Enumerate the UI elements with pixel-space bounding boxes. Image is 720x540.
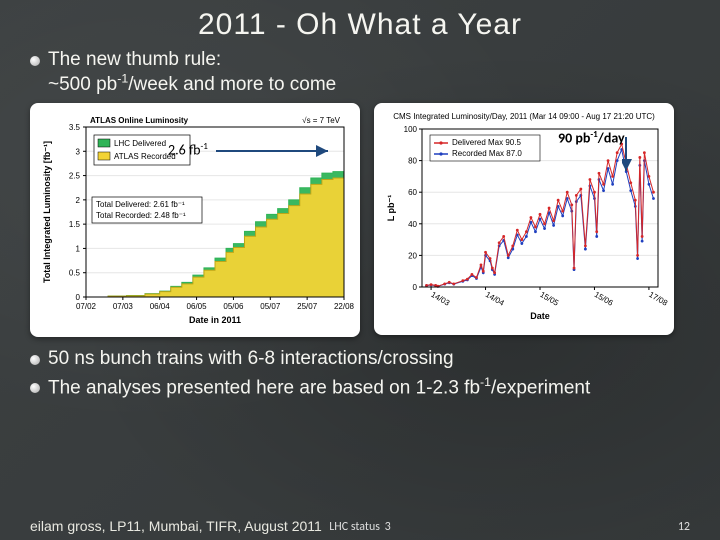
charts-row: 0 0.5 1 1.5 2 2.5 3 3.5 07/02 07/03 06/04 06/05 05/0… [30, 103, 690, 337]
cms-luminosity-chart-card: CMS Integrated Luminosity/Day, 2011 (Mar… [374, 103, 674, 335]
svg-text:20: 20 [408, 251, 417, 260]
svg-text:Total Recorded: 2.48 fb⁻¹: Total Recorded: 2.48 fb⁻¹ [96, 211, 186, 220]
slide: 2011 - Oh What a Year The new thumb rule… [0, 0, 720, 540]
svg-text:LHC Delivered: LHC Delivered [114, 139, 166, 148]
svg-text:0.5: 0.5 [69, 269, 81, 278]
bullet-list-2: 50 ns bunch trains with 6-8 interactions… [30, 347, 690, 400]
svg-text:40: 40 [408, 220, 417, 229]
svg-text:07/02: 07/02 [76, 302, 97, 311]
svg-text:07/03: 07/03 [113, 302, 134, 311]
svg-text:3: 3 [76, 147, 81, 156]
bullet-1-line2: ~500 pb-1/week and more to come [48, 74, 336, 95]
svg-text:1.5: 1.5 [69, 220, 81, 229]
bullet-2: 50 ns bunch trains with 6-8 interactions… [30, 347, 690, 371]
cms-annotation-label: 90 pb-1/day [558, 129, 625, 147]
svg-text:2: 2 [76, 196, 81, 205]
svg-text:2.5: 2.5 [69, 171, 81, 180]
cms-luminosity-chart: CMS Integrated Luminosity/Day, 2011 (Mar… [380, 109, 668, 329]
svg-text:√s = 7 TeV: √s = 7 TeV [302, 116, 340, 125]
svg-text:1: 1 [76, 244, 81, 253]
svg-text:ATLAS Recorded: ATLAS Recorded [114, 152, 176, 161]
svg-text:05/07: 05/07 [260, 302, 281, 311]
atlas-annotation-arrow [214, 143, 334, 159]
bullet-1-line1: The new thumb rule: [48, 49, 221, 70]
svg-text:ATLAS Online Luminosity: ATLAS Online Luminosity [90, 116, 189, 125]
bullet-1: The new thumb rule: ~500 pb-1/week and m… [30, 48, 690, 97]
svg-text:17/08: 17/08 [647, 290, 668, 308]
svg-text:0: 0 [413, 283, 418, 292]
svg-text:100: 100 [404, 125, 418, 134]
svg-text:Total Delivered: 2.61 fb⁻¹: Total Delivered: 2.61 fb⁻¹ [96, 200, 185, 209]
cms-annotation-arrow [622, 131, 670, 179]
svg-text:Total Integrated Luminosity [f: Total Integrated Luminosity [fb⁻¹] [42, 141, 52, 283]
svg-text:Delivered Max 90.5: Delivered Max 90.5 [452, 138, 521, 147]
slide-title: 2011 - Oh What a Year [30, 8, 690, 42]
svg-text:3.5: 3.5 [69, 123, 81, 132]
footer-center-text: LHC status [329, 520, 380, 534]
svg-text:60: 60 [408, 188, 417, 197]
svg-text:15/05: 15/05 [538, 290, 560, 308]
svg-text:14/03: 14/03 [429, 290, 451, 308]
atlas-luminosity-chart-card: 0 0.5 1 1.5 2 2.5 3 3.5 07/02 07/03 06/04 06/05 05/0… [30, 103, 360, 337]
footer-center: LHC status 3 [329, 520, 391, 534]
svg-text:0: 0 [76, 293, 81, 302]
footer-center-sub: 3 [385, 520, 391, 534]
bullet-list: The new thumb rule: ~500 pb-1/week and m… [30, 48, 690, 97]
svg-text:06/04: 06/04 [150, 302, 171, 311]
atlas-luminosity-chart: 0 0.5 1 1.5 2 2.5 3 3.5 07/02 07/03 06/04 06/05 05/0… [36, 109, 354, 331]
atlas-annotation-label: 2.6 fb-1 [168, 141, 208, 159]
slide-number: 12 [678, 520, 690, 534]
svg-text:Date in 2011: Date in 2011 [189, 315, 241, 325]
svg-text:CMS Integrated Luminosity/Day,: CMS Integrated Luminosity/Day, 2011 (Mar… [393, 112, 655, 121]
svg-text:Recorded Max 87.0: Recorded Max 87.0 [452, 149, 522, 158]
svg-text:L pb⁻¹: L pb⁻¹ [386, 195, 396, 222]
footer: eilam gross, LP11, Mumbai, TIFR, August … [30, 518, 690, 534]
svg-text:14/04: 14/04 [484, 290, 506, 308]
bullet-3: The analyses presented here are based on… [30, 375, 690, 400]
svg-text:22/08: 22/08 [334, 302, 354, 311]
svg-text:25/07: 25/07 [297, 302, 318, 311]
svg-text:15/06: 15/06 [593, 290, 615, 308]
svg-text:06/05: 06/05 [187, 302, 208, 311]
svg-text:Date: Date [530, 311, 550, 321]
svg-text:80: 80 [408, 156, 417, 165]
svg-text:05/06: 05/06 [223, 302, 244, 311]
footer-author: eilam gross, LP11, Mumbai, TIFR, August … [30, 518, 322, 534]
